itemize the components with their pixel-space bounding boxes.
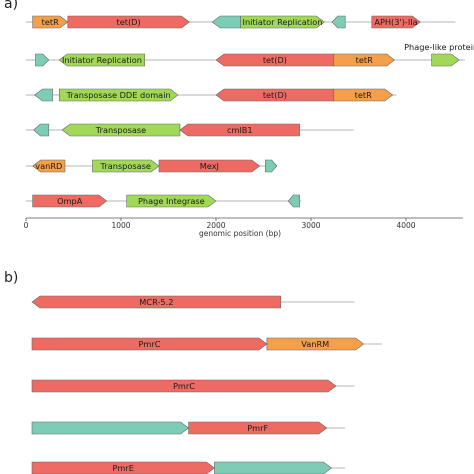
gene-label: MexJ (200, 161, 219, 171)
gene-label: APH(3')-IIa (374, 17, 417, 27)
gene-label: cmlB1 (227, 125, 253, 135)
gene-arrow (188, 421, 328, 435)
gene-arrow (92, 159, 160, 173)
gene-arrow (31, 295, 282, 309)
annotation-label: Phage-like protein (404, 42, 474, 52)
gene-arrow (333, 53, 396, 67)
gene-arrow (211, 15, 241, 29)
gene-arrow (32, 159, 66, 173)
gene-arrow (32, 194, 108, 208)
panel-a-track-2: Initiator Replication tet(D) tetR Phage-lik… (26, 42, 474, 67)
gene-label: Phage Integrase (138, 196, 205, 206)
gene-arrow (33, 123, 50, 137)
gene-label: PmrE (112, 463, 133, 473)
panel-a-label: a) (4, 0, 18, 12)
panel-a-track-6: OmpA Phage Integrase (26, 194, 302, 208)
panel-b: MCR-5.2 PmrC VanRM PmrC PmrF PmrE (31, 295, 383, 474)
panel-b-track-3: PmrC (31, 379, 355, 393)
gene-arrow (34, 88, 53, 102)
tick-label: 1000 (111, 221, 130, 230)
gene-arrow (35, 53, 50, 67)
tick-label: 3000 (301, 221, 320, 230)
panel-b-track-1: MCR-5.2 (31, 295, 355, 309)
gene-arrow (266, 337, 365, 351)
gene-arrow (31, 421, 190, 435)
gene-label: tetR (42, 17, 59, 27)
gene-label: tet(D) (117, 17, 141, 27)
gene-arrow (333, 88, 394, 102)
gene-arrow (126, 194, 217, 208)
panel-a-track-4: Transposase cmlB1 (26, 123, 354, 137)
gene-arrow (58, 53, 146, 67)
gene-label: tetR (355, 90, 372, 100)
gene-label: Initiator Replication (243, 17, 323, 27)
tick-label: 0 (24, 221, 29, 230)
gene-arrow (179, 123, 300, 137)
gene-arrow (31, 461, 215, 474)
panel-a-track-1: tetR tet(D) Initiator Replication APH(3')-I… (26, 15, 456, 29)
gene-label: PmrF (247, 423, 268, 433)
gene-arrow (158, 159, 261, 173)
panel-b-label: b) (4, 270, 18, 286)
gene-arrow (431, 53, 460, 67)
gene-label: PmrC (138, 339, 160, 349)
panel-a-track-5: vanRD Transposase MexJ (26, 159, 278, 173)
gene-arrow (31, 379, 337, 393)
gene-label: tet(D) (263, 55, 287, 65)
gene-arrow (265, 159, 278, 173)
gene-arrow (32, 15, 69, 29)
gene-label: Transposase (100, 161, 151, 171)
gene-arrow (240, 15, 325, 29)
panel-a-track-3: Transposase DDE domain tet(D) tetR (26, 88, 397, 102)
panel-b-track-2: PmrC VanRM (31, 337, 383, 351)
gene-label: Transposase (95, 125, 146, 135)
gene-label: OmpA (57, 196, 83, 206)
panel-a: tetR tet(D) Initiator Replication APH(3')-I… (26, 15, 474, 208)
x-axis-title: genomic position (bp) (199, 229, 281, 238)
gene-label: vanRD (35, 161, 62, 171)
gene-arrow (61, 123, 181, 137)
gene-arrow (31, 337, 268, 351)
gene-arrow (67, 15, 190, 29)
gene-label: tetR (356, 55, 373, 65)
gene-arrow (371, 15, 421, 29)
gene-label: Initiator Replication (62, 55, 142, 65)
gene-arrow (331, 15, 346, 29)
panel-b-track-5: PmrE (31, 461, 346, 474)
gene-label: MCR-5.2 (139, 297, 173, 307)
tick-label: 2000 (206, 221, 225, 230)
gene-label: Transposase DDE domain (66, 90, 171, 100)
tick-label: 4000 (396, 221, 415, 230)
gene-arrow (214, 461, 332, 474)
panel-b-track-4: PmrF (31, 421, 346, 435)
gene-label: PmrC (173, 381, 195, 391)
gene-label: tet(D) (263, 90, 287, 100)
gene-arrow (58, 88, 179, 102)
gene-arrow (287, 194, 300, 208)
x-axis: 0 1000 2000 3000 4000 (24, 217, 463, 230)
gene-label: VanRM (301, 339, 329, 349)
